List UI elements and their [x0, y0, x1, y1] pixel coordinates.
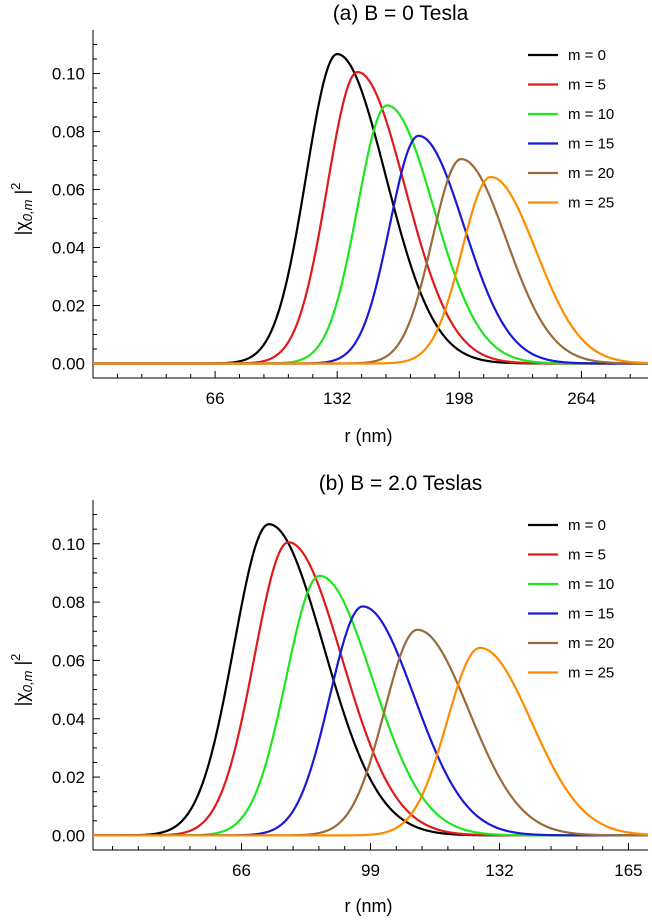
x-tick-label: 132 — [485, 861, 513, 880]
x-tick-label: 264 — [567, 389, 595, 408]
series-line-m-5 — [93, 541, 648, 837]
series-line-m-15 — [93, 134, 648, 365]
legend-label: m = 25 — [568, 665, 614, 682]
x-tick-label: 99 — [361, 861, 380, 880]
series-line-m-20 — [93, 628, 648, 837]
y-tick-label: 0.04 — [52, 710, 85, 729]
y-tick-label: 0.06 — [52, 181, 85, 200]
series-line-m-25 — [93, 175, 649, 365]
legend-label: m = 5 — [568, 547, 606, 564]
series-line-m-10 — [93, 574, 648, 837]
legend-label: m = 25 — [568, 195, 614, 212]
y-axis-label: |χ0,m |2 — [8, 183, 35, 236]
legend-label: m = 0 — [568, 47, 606, 64]
series-line-m-20 — [93, 157, 648, 365]
series-line-m-15 — [93, 605, 648, 837]
y-tick-label: 0.08 — [52, 593, 85, 612]
y-tick-label: 0.10 — [52, 535, 85, 554]
x-tick-label: 66 — [206, 389, 225, 408]
chart-panel-b: (b) B = 2.0 Teslas 0.00 0.02 0.04 0.06 0.08 0.… — [8, 472, 649, 916]
y-tick-label: 0.10 — [52, 65, 85, 84]
legend-label: m = 0 — [568, 517, 606, 534]
series-line-m-0 — [93, 52, 648, 365]
x-axis-label: r (nm) — [345, 896, 393, 916]
legend-label: m = 20 — [568, 165, 614, 182]
x-tick-label: 66 — [232, 861, 251, 880]
chart-title: (b) B = 2.0 Teslas — [319, 472, 483, 495]
x-axis-label: r (nm) — [345, 426, 393, 446]
legend-label: m = 5 — [568, 77, 606, 94]
y-tick-label: 0.08 — [52, 123, 85, 142]
chart-title: (a) B = 0 Tesla — [333, 2, 469, 25]
legend-label: m = 15 — [568, 136, 614, 153]
x-tick-label: 198 — [445, 389, 473, 408]
y-tick-label: 0.02 — [52, 297, 85, 316]
legend-label: m = 10 — [568, 106, 614, 123]
x-tick-label: 132 — [323, 389, 351, 408]
legend-label: m = 20 — [568, 635, 614, 652]
series-line-m-25 — [93, 646, 649, 837]
y-tick-label: 0.00 — [52, 826, 85, 845]
y-tick-label: 0.02 — [52, 768, 85, 787]
y-axis-label: |χ0,m |2 — [8, 654, 35, 707]
chart-panel-a: (a) B = 0 Tesla 0.00 0.02 0.04 0.06 0.08 0.10 6… — [8, 2, 649, 446]
legend-label: m = 15 — [568, 606, 614, 623]
y-tick-label: 0.04 — [52, 239, 85, 258]
y-tick-label: 0.00 — [52, 355, 85, 374]
x-tick-label: 165 — [614, 861, 642, 880]
legend-label: m = 10 — [568, 576, 614, 593]
y-tick-label: 0.06 — [52, 651, 85, 670]
series-line-m-10 — [93, 104, 648, 365]
